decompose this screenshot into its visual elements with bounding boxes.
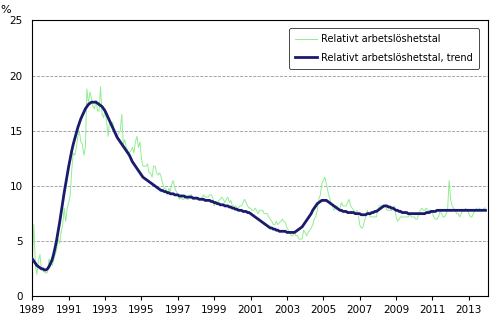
Relativt arbetslöshetstal [310,223,316,227]
Relativt arbetslöshetstal, trend [29,257,35,261]
Relativt arbetslöshetstal [443,212,449,216]
Relativt arbetslöshetstal, trend [31,259,37,263]
Relativt arbetslöshetstal [98,85,104,89]
Line: Relativt arbetslöshetstal: Relativt arbetslöshetstal [32,87,486,274]
Relativt arbetslöshetstal, trend [41,268,47,272]
Relativt arbetslöshetstal [34,273,40,276]
Relativt arbetslöshetstal [483,206,489,210]
Relativt arbetslöshetstal, trend [483,208,489,212]
Relativt arbetslöshetstal [414,217,420,221]
Relativt arbetslöshetstal, trend [301,223,307,227]
Relativt arbetslöshetstal, trend [310,208,316,212]
Relativt arbetslöshetstal, trend [443,208,449,212]
Relativt arbetslöshetstal [302,230,308,234]
Line: Relativt arbetslöshetstal, trend: Relativt arbetslöshetstal, trend [32,102,486,270]
Relativt arbetslöshetstal, trend [302,221,308,224]
Relativt arbetslöshetstal, trend [88,100,94,104]
Relativt arbetslöshetstal [29,256,35,260]
Legend: Relativt arbetslöshetstal, Relativt arbetslöshetstal, trend: Relativt arbetslöshetstal, Relativt arbe… [289,28,479,69]
Relativt arbetslöshetstal, trend [414,212,420,216]
Relativt arbetslöshetstal [31,223,37,227]
Text: %: % [0,5,11,15]
Relativt arbetslöshetstal [301,228,307,232]
